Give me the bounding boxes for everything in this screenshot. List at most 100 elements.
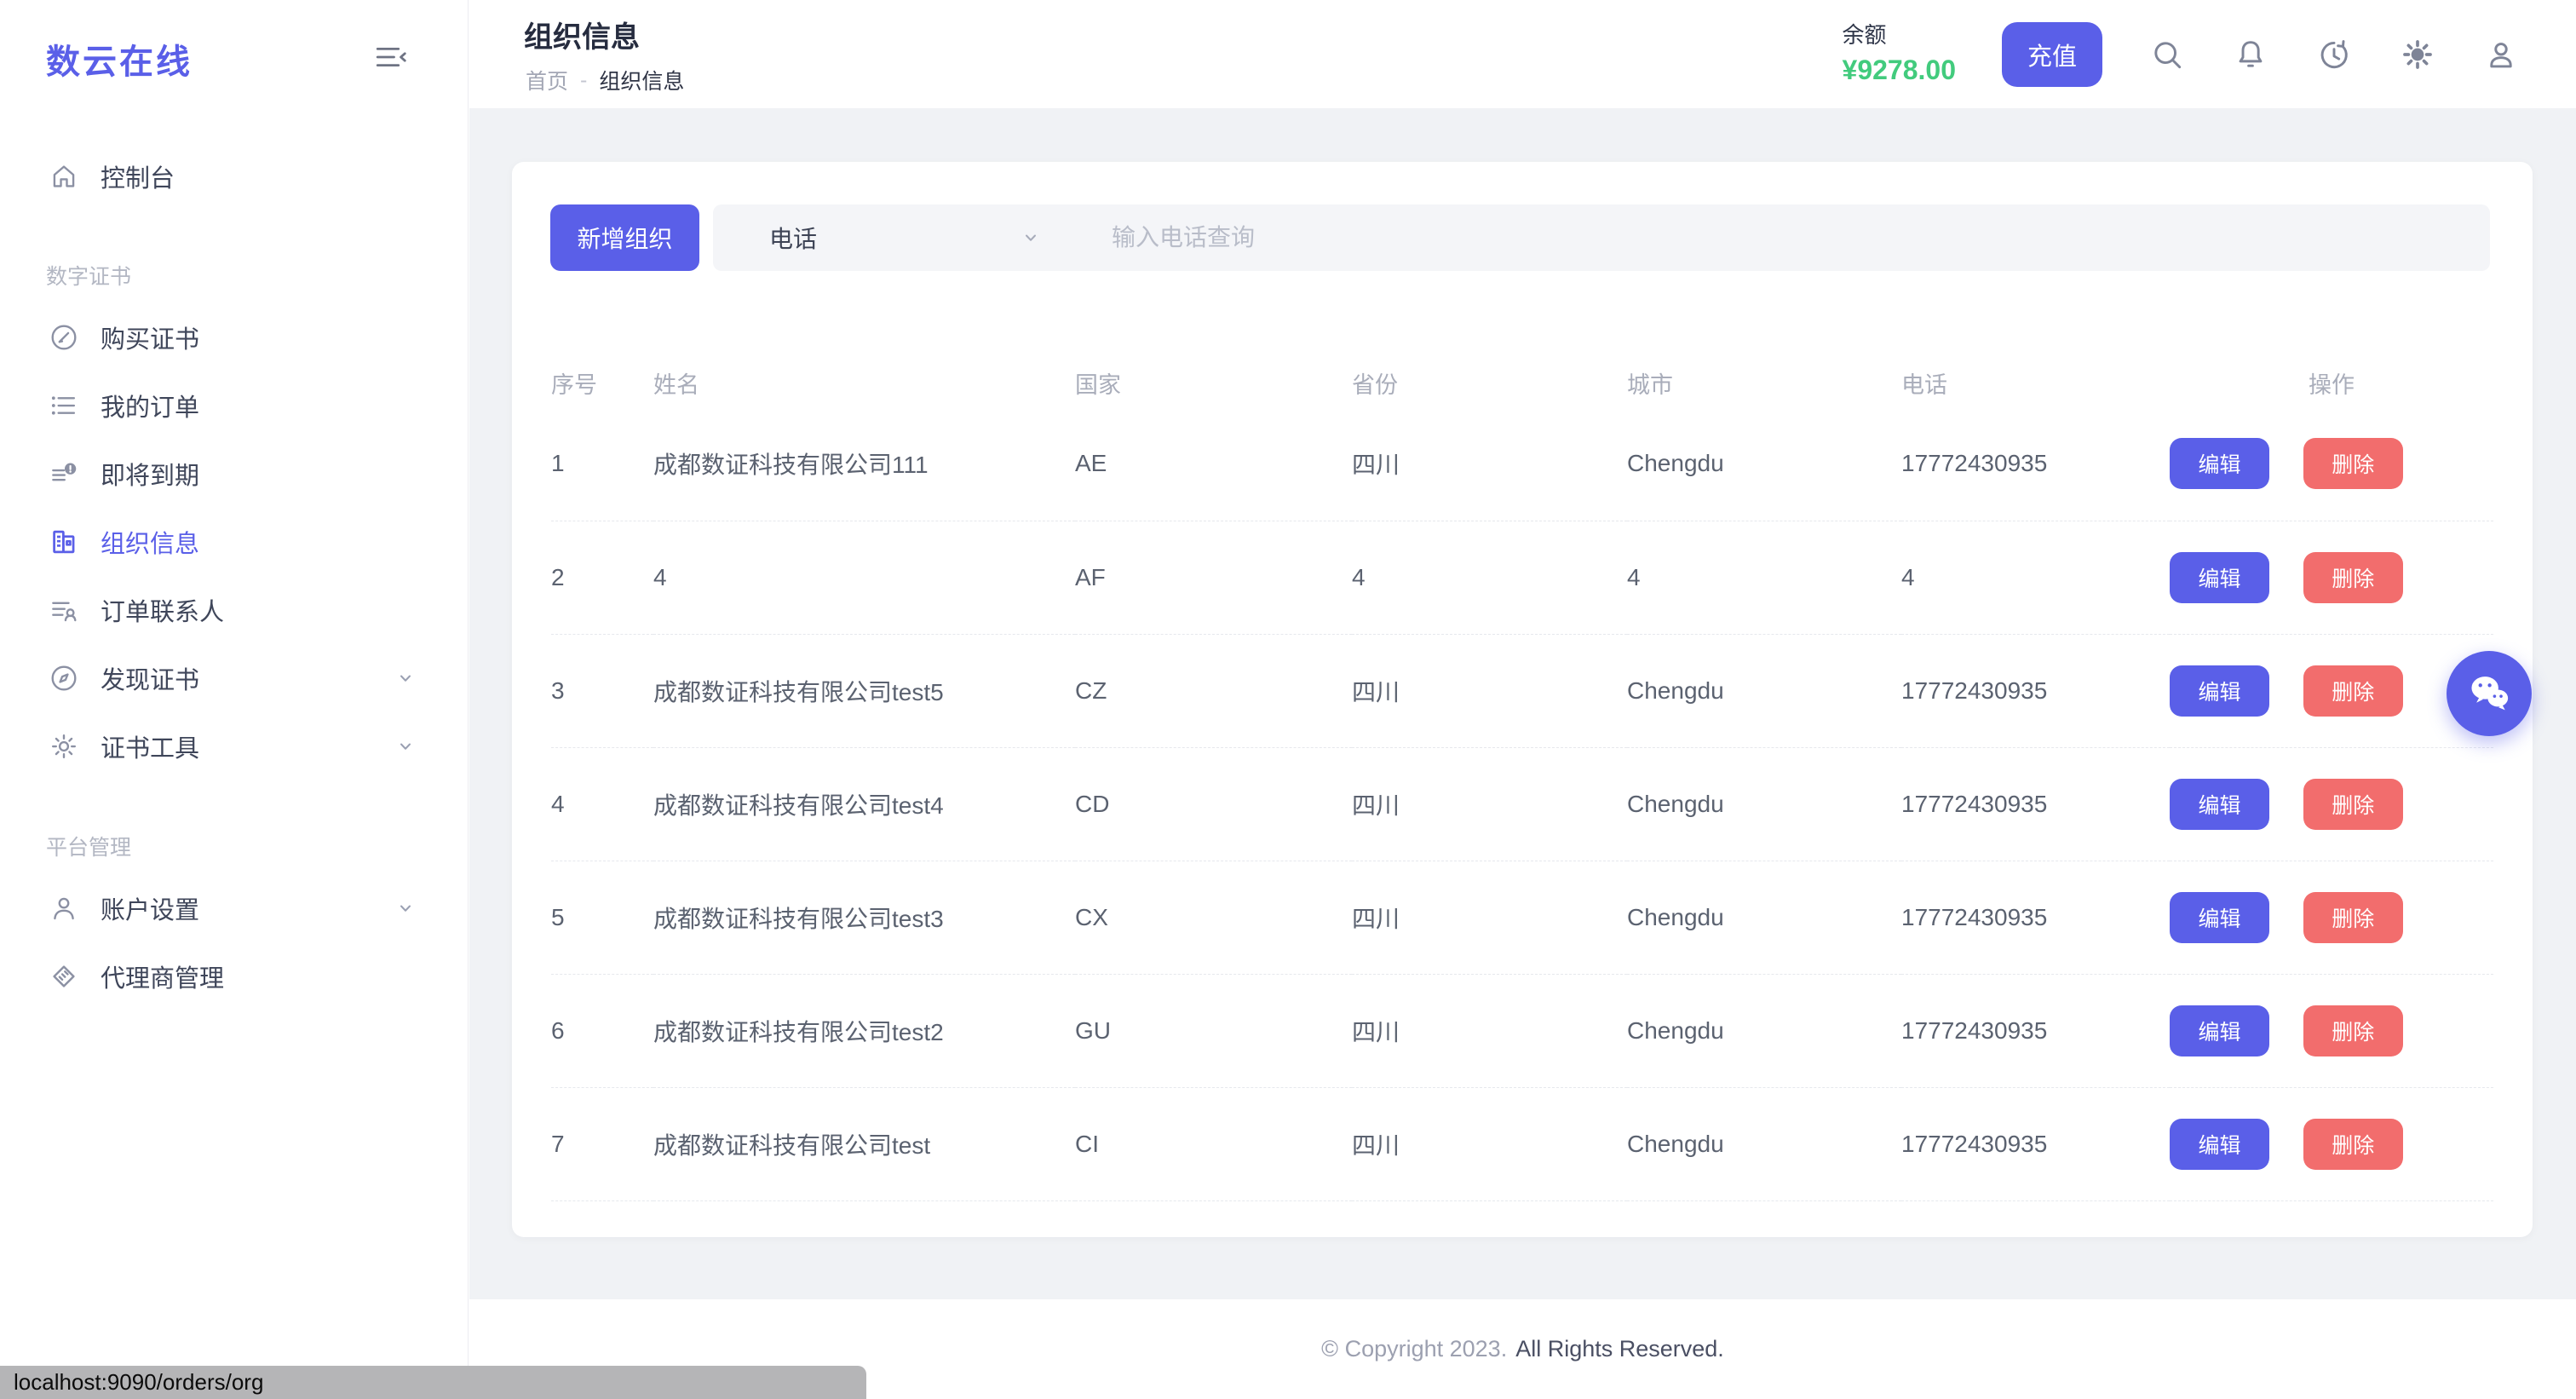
sidebar-item-order-contacts[interactable]: 订单联系人 [0, 576, 468, 644]
search-icon[interactable] [2148, 36, 2186, 73]
app-logo[interactable]: 数云在线 [46, 43, 193, 81]
cell-province: 四川 [1352, 1087, 1627, 1201]
cell-city: Chengdu [1627, 634, 1901, 748]
sidebar-item-label: 发现证书 [101, 667, 200, 694]
edit-button[interactable]: 编辑 [2170, 1005, 2269, 1056]
wechat-float-button[interactable] [2447, 651, 2532, 736]
balance-value: ¥9278.00 [1842, 54, 1956, 85]
filter-bar: 电话 [713, 204, 2490, 271]
add-org-button[interactable]: 新增组织 [550, 204, 699, 271]
chevron-down-icon [400, 743, 411, 750]
cell-country: GU [1075, 974, 1352, 1088]
wechat-icon [2471, 676, 2509, 711]
sidebar-section-digital-cert: 数字证书 [46, 265, 132, 289]
cell-city: Chengdu [1627, 861, 1901, 975]
chevron-down-icon [400, 905, 411, 912]
cell-index: 1 [551, 407, 653, 521]
edit-button[interactable]: 编辑 [2170, 438, 2269, 490]
cell-name: 4 [653, 521, 1075, 635]
edit-button[interactable]: 编辑 [2170, 891, 2269, 943]
handshake-icon [53, 965, 75, 987]
cell-country: CI [1075, 1087, 1352, 1201]
breadcrumb-separator: - [580, 67, 588, 92]
delete-button[interactable]: 删除 [2303, 891, 2403, 943]
filter-field-select[interactable]: 电话 [713, 204, 1088, 271]
user-icon[interactable] [2482, 36, 2520, 73]
sidebar-item-org-info[interactable]: 组织信息 [0, 508, 468, 576]
sidebar-item-buy-cert[interactable]: 购买证书 [0, 303, 468, 371]
delete-button[interactable]: 删除 [2303, 1005, 2403, 1056]
breadcrumb-home[interactable]: 首页 [526, 70, 569, 94]
col-header-name: 姓名 [653, 371, 699, 398]
breadcrumb: 首页 - 组织信息 [526, 65, 684, 95]
sidebar-item-account-settings[interactable]: 账户设置 [0, 874, 468, 942]
edit-button[interactable]: 编辑 [2170, 778, 2269, 830]
sidebar-item-console[interactable]: 控制台 [0, 142, 468, 210]
delete-button[interactable]: 删除 [2303, 665, 2403, 717]
col-header-phone: 电话 [1901, 371, 1947, 398]
cell-country: AE [1075, 407, 1352, 521]
sidebar: 数云在线 控制台 数字证书 购买证书 我的订单 [0, 0, 469, 1399]
edit-button[interactable]: 编辑 [2170, 1118, 2269, 1170]
cell-province: 四川 [1352, 407, 1627, 521]
cell-province: 四川 [1352, 861, 1627, 975]
edit-button[interactable]: 编辑 [2170, 551, 2269, 603]
cell-name: 成都数证科技有限公司test [653, 1087, 1075, 1201]
recharge-button[interactable]: 充值 [2002, 21, 2102, 87]
sidebar-item-cert-tools[interactable]: 证书工具 [0, 712, 468, 780]
table-row: 1 成都数证科技有限公司111 AE 四川 Chengdu 1777243093… [551, 407, 2493, 521]
balance-label: 余额 [1842, 22, 1887, 49]
sidebar-item-label: 组织信息 [101, 531, 200, 558]
sun-icon[interactable] [2399, 36, 2436, 73]
cell-country: AF [1075, 521, 1352, 635]
header-actions: 余额 ¥9278.00 充值 [1843, 0, 2520, 108]
cell-phone: 17772430935 [1901, 974, 2170, 1088]
delete-button[interactable]: 删除 [2303, 438, 2403, 490]
orders-list-icon [51, 396, 76, 415]
cell-city: Chengdu [1627, 407, 1901, 521]
sidebar-item-label: 即将到期 [101, 463, 200, 490]
table-body: 1 成都数证科技有限公司111 AE 四川 Chengdu 1777243093… [551, 407, 2493, 1201]
sidebar-item-discover-certs[interactable]: 发现证书 [0, 644, 468, 712]
cell-phone: 17772430935 [1901, 747, 2170, 861]
contacts-icon [52, 602, 77, 622]
cell-phone: 17772430935 [1901, 861, 2170, 975]
bell-icon[interactable] [2232, 36, 2269, 73]
rights-text: All Rights Reserved. [1515, 1336, 1724, 1362]
table-row: 4 成都数证科技有限公司test4 CD 四川 Chengdu 17772430… [551, 747, 2493, 861]
sidebar-section-platform: 平台管理 [46, 836, 132, 860]
sidebar-item-agent-mgmt[interactable]: 代理商管理 [0, 942, 468, 1010]
cell-province: 四川 [1352, 747, 1627, 861]
sidebar-item-expiring[interactable]: 即将到期 [0, 440, 468, 508]
cell-index: 7 [551, 1087, 653, 1201]
search-input[interactable] [1088, 204, 2490, 271]
table-header-row: 序号 姓名 国家 省份 城市 电话 操作 [551, 358, 2493, 407]
balance-block: 余额 ¥9278.00 [1843, 21, 1956, 87]
sidebar-item-label: 账户设置 [101, 897, 200, 924]
filter-field-value: 电话 [769, 226, 818, 252]
sidebar-item-my-orders[interactable]: 我的订单 [0, 371, 468, 440]
cell-city: Chengdu [1627, 974, 1901, 1088]
cell-province: 4 [1352, 521, 1627, 635]
table-row: 5 成都数证科技有限公司test3 CX 四川 Chengdu 17772430… [551, 861, 2493, 975]
sidebar-item-label: 证书工具 [101, 735, 200, 763]
history-icon[interactable] [2315, 36, 2353, 73]
breadcrumb-current: 组织信息 [599, 70, 685, 94]
delete-button[interactable]: 删除 [2303, 778, 2403, 830]
sidebar-logo-row: 数云在线 [0, 0, 468, 107]
toolbar: 新增组织 电话 [550, 204, 2490, 271]
delete-button[interactable]: 删除 [2303, 1118, 2403, 1170]
compass-icon [51, 665, 77, 691]
cell-phone: 4 [1901, 521, 2170, 635]
collapse-menu-icon[interactable] [373, 39, 409, 75]
cell-name: 成都数证科技有限公司test2 [653, 974, 1075, 1088]
cell-phone: 17772430935 [1901, 407, 2170, 521]
table-row: 2 4 AF 4 4 4 编辑 删除 [551, 521, 2493, 635]
organization-icon [53, 530, 75, 554]
content-card: 新增组织 电话 序号 姓名 国家 省份 [512, 162, 2533, 1237]
sidebar-item-label: 控制台 [101, 165, 175, 193]
cell-name: 成都数证科技有限公司test4 [653, 747, 1075, 861]
cell-province: 四川 [1352, 634, 1627, 748]
delete-button[interactable]: 删除 [2303, 551, 2403, 603]
edit-button[interactable]: 编辑 [2170, 665, 2269, 717]
